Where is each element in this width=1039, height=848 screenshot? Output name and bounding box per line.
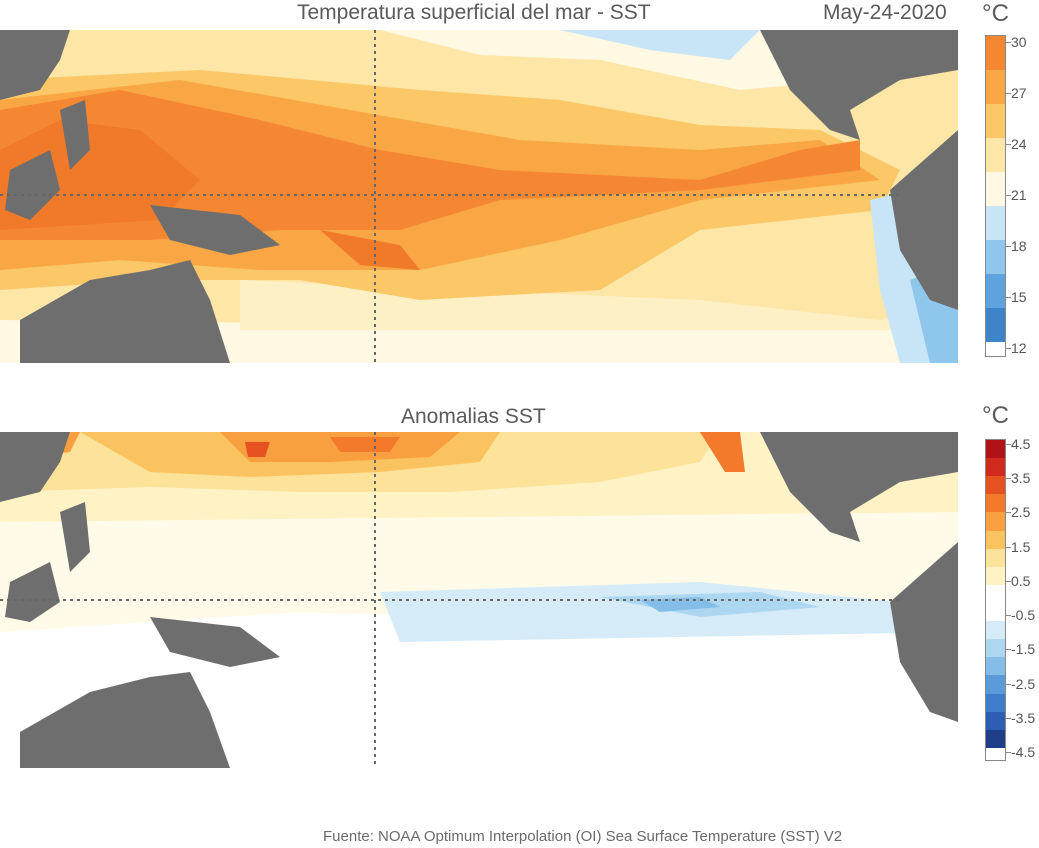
anomaly-colorbar-cell: [986, 584, 1005, 603]
sst-colorbar-cell: [986, 308, 1005, 342]
anomaly-colorbar-tick: [1005, 444, 1011, 445]
sst-map-title: Temperatura superficial del mar - SST: [297, 1, 651, 24]
anomaly-colorbar-tick: [1005, 512, 1011, 514]
anomaly-colorbar-tick-label: 0.5: [1011, 572, 1031, 589]
sst-colorbar-cell: [986, 36, 1005, 70]
sst-colorbar: [985, 35, 1006, 357]
anomaly-colorbar-tick: [1005, 615, 1011, 617]
sst-colorbar-cell: [986, 240, 1005, 274]
anomaly-colorbar-cell: [986, 458, 1005, 477]
sst-colorbar-cell: [986, 172, 1005, 206]
sst-colorbar-tick: [1005, 42, 1011, 43]
sst-colorbar-cell: [986, 104, 1005, 138]
sst-colorbar-tick-label: 24: [1011, 136, 1027, 152]
anomaly-colorbar-tick-label: -0.5: [1011, 607, 1036, 624]
sst-colorbar-tick: [1005, 144, 1011, 145]
sst-colorbar-tick-label: 18: [1011, 238, 1027, 254]
sst-unit-label: °C: [982, 0, 1009, 27]
sst-colorbar-tick: [1005, 246, 1011, 247]
anomaly-colorbar-tick: [1005, 683, 1011, 685]
anomaly-colorbar-cell: [986, 440, 1005, 459]
anomaly-colorbar-cell: [986, 602, 1005, 622]
anomaly-colorbar-tick-label: -3.5: [1011, 709, 1036, 726]
anomaly-colorbar-cell: [986, 693, 1005, 712]
sst-map: [0, 30, 958, 363]
sst-colorbar-tick-label: 30: [1011, 34, 1027, 50]
anomaly-colorbar-tick-label: 4.5: [1011, 436, 1031, 452]
anomaly-colorbar-tick: [1005, 580, 1011, 582]
anomaly-unit-label: °C: [982, 402, 1009, 429]
anomaly-colorbar-cell: [986, 657, 1005, 676]
anomaly-colorbar-cell: [986, 675, 1005, 694]
anomaly-map-title: Anomalias SST: [401, 405, 546, 428]
anomaly-colorbar-tick-label: -2.5: [1011, 675, 1036, 692]
sst-colorbar-tick: [1005, 297, 1011, 298]
sst-colorbar-tick: [1005, 195, 1011, 196]
anomaly-colorbar-tick: [1005, 752, 1011, 753]
anomaly-colorbar: [985, 439, 1006, 761]
sst-colorbar-tick: [1005, 93, 1011, 94]
anomaly-colorbar-cell: [986, 621, 1005, 640]
sst-colorbar-cell: [986, 206, 1005, 240]
anomaly-colorbar-cell: [986, 512, 1005, 531]
anomaly-colorbar-tick-label: 1.5: [1011, 538, 1031, 555]
anomaly-map: [0, 432, 958, 768]
sst-colorbar-tick-label: 27: [1011, 85, 1027, 101]
anomaly-colorbar-cell: [986, 639, 1005, 658]
anomaly-colorbar-tick-label: 2.5: [1011, 504, 1031, 521]
anomaly-colorbar-cell: [986, 548, 1005, 567]
anomaly-colorbar-tick-label: 3.5: [1011, 470, 1031, 487]
anomaly-colorbar-tick-label: -4.5: [1011, 744, 1036, 760]
anomaly-colorbar-tick: [1005, 546, 1011, 548]
anomaly-colorbar-tick: [1005, 717, 1011, 719]
anomaly-colorbar-cell: [986, 530, 1005, 549]
sst-colorbar-tick-label: 12: [1011, 340, 1027, 356]
sst-colorbar-cell: [986, 138, 1005, 172]
sst-colorbar-tick: [1005, 348, 1011, 349]
anomaly-colorbar-cell: [986, 566, 1005, 585]
source-credit: Fuente: NOAA Optimum Interpolation (OI) …: [323, 828, 843, 845]
anomaly-colorbar-cells: [986, 440, 1005, 748]
sst-colorbar-tick-label: 21: [1011, 187, 1027, 203]
anomaly-colorbar-tick: [1005, 649, 1011, 651]
sst-colorbar-cell: [986, 70, 1005, 104]
sst-colorbar-tick-label: 15: [1011, 289, 1027, 305]
anomaly-colorbar-cell: [986, 494, 1005, 513]
anomaly-colorbar-tick: [1005, 478, 1011, 480]
date-label: May-24-2020: [823, 1, 947, 24]
sst-colorbar-cells: [986, 36, 1005, 342]
anomaly-colorbar-cell: [986, 476, 1005, 495]
anomaly-colorbar-tick-label: -1.5: [1011, 641, 1036, 658]
sst-colorbar-cell: [986, 274, 1005, 308]
anomaly-colorbar-cell: [986, 711, 1005, 730]
anomaly-colorbar-cell: [986, 729, 1005, 748]
